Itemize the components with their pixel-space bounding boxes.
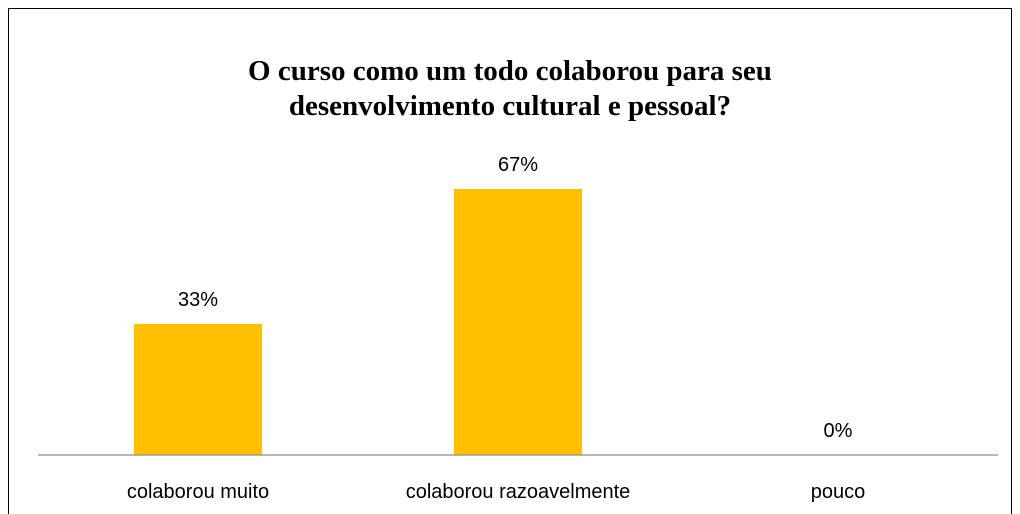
data-label-3: 0%: [824, 420, 853, 442]
bar-2: [454, 189, 582, 455]
category-label-1: colaborou muito: [127, 481, 269, 503]
chart-title-line-2: desenvolvimento cultural e pessoal?: [288, 90, 732, 122]
category-label-2: colaborou razoavelmente: [406, 481, 631, 503]
bar-1: [134, 324, 262, 455]
chart-title-line-1: O curso como um todo colaborou para seu: [248, 55, 772, 87]
chart-title: O curso como um todo colaborou para seu …: [0, 54, 1020, 124]
data-label-1: 33%: [178, 289, 218, 311]
labels-layer: 33% colaborou muito 67% colaborou razoavelm…: [127, 154, 865, 503]
bars-layer: [134, 189, 582, 455]
category-label-3: pouco: [811, 481, 866, 503]
data-label-2: 67%: [498, 154, 538, 176]
